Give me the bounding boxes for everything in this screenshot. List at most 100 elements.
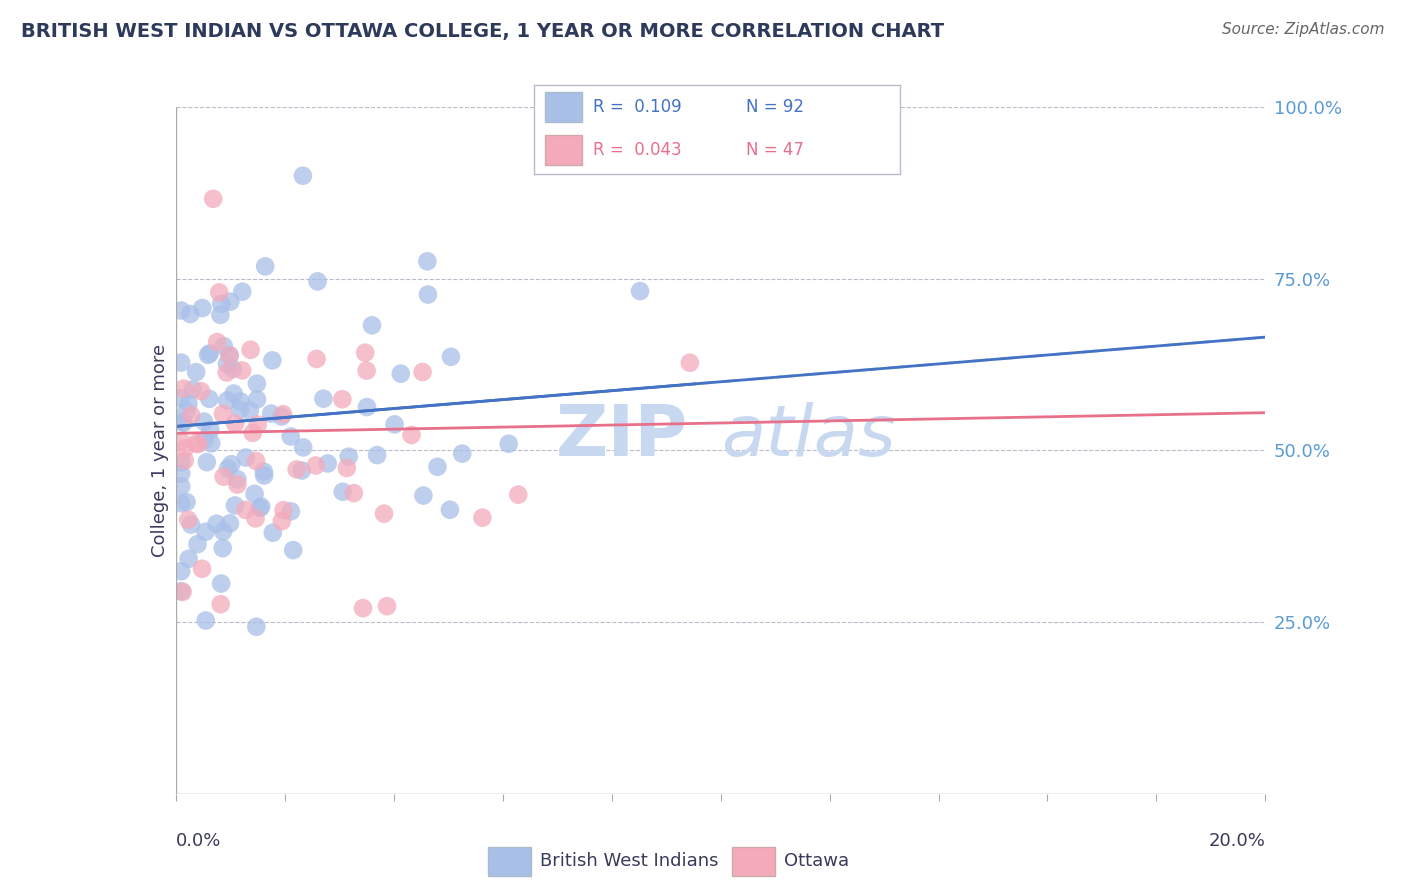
Point [170, 391, 193, 405]
Point [174, 442, 197, 456]
FancyBboxPatch shape [546, 92, 582, 122]
Point [170, 355, 193, 369]
Point [285, 462, 308, 476]
Text: R =  0.109: R = 0.109 [593, 98, 682, 116]
Point [235, 503, 257, 517]
Point [219, 516, 242, 531]
Point [246, 376, 269, 391]
Point [246, 417, 269, 432]
Point [219, 294, 242, 309]
Point [498, 437, 520, 451]
Point [222, 386, 245, 401]
Point [451, 447, 474, 461]
Text: N = 92: N = 92 [747, 98, 804, 116]
Point [235, 450, 257, 465]
Point [439, 502, 461, 516]
Point [343, 486, 366, 500]
Point [242, 425, 264, 440]
Point [229, 402, 252, 417]
Point [198, 392, 221, 406]
Point [224, 499, 246, 513]
Point [179, 307, 201, 321]
Point [412, 489, 434, 503]
Point [250, 500, 273, 514]
Point [361, 318, 384, 333]
Point [416, 254, 439, 268]
Point [170, 479, 193, 493]
Point [336, 461, 359, 475]
Point [218, 348, 240, 362]
Point [215, 357, 238, 371]
Text: ZIP: ZIP [555, 402, 688, 471]
Point [211, 541, 233, 556]
Point [194, 524, 217, 539]
Point [239, 343, 262, 357]
Text: atlas: atlas [721, 402, 896, 471]
Point [186, 537, 208, 551]
Point [177, 551, 200, 566]
Point [352, 601, 374, 615]
Point [202, 192, 225, 206]
Text: 0.0%: 0.0% [176, 831, 221, 850]
Point [262, 353, 284, 368]
Point [218, 348, 240, 362]
Point [375, 599, 398, 614]
Point [180, 517, 202, 532]
Point [170, 467, 193, 481]
Point [224, 417, 246, 431]
Point [283, 543, 305, 558]
Point [416, 287, 439, 301]
Point [239, 403, 262, 417]
Point [208, 285, 231, 300]
Point [191, 562, 214, 576]
Point [337, 450, 360, 464]
Point [212, 339, 235, 353]
Point [195, 455, 218, 469]
Point [212, 469, 235, 483]
Point [270, 514, 292, 528]
Point [280, 429, 302, 443]
Point [260, 407, 283, 421]
Point [209, 576, 232, 591]
Point [440, 350, 463, 364]
Point [200, 436, 222, 450]
Y-axis label: College, 1 year or more: College, 1 year or more [150, 344, 169, 557]
Point [307, 274, 329, 288]
Point [174, 404, 197, 418]
Point [197, 348, 219, 362]
Point [217, 393, 239, 408]
Text: N = 47: N = 47 [747, 141, 804, 159]
Point [170, 584, 193, 599]
Point [173, 453, 195, 467]
Point [186, 436, 208, 450]
Point [212, 407, 235, 421]
Point [356, 363, 378, 377]
Point [401, 428, 423, 442]
Point [254, 260, 277, 274]
Text: Ottawa: Ottawa [785, 852, 849, 870]
Point [229, 394, 252, 409]
Point [180, 409, 202, 423]
Point [181, 383, 204, 397]
Point [172, 415, 194, 429]
Point [280, 504, 302, 518]
Point [217, 461, 239, 475]
Point [194, 433, 217, 447]
Point [426, 459, 449, 474]
Point [226, 472, 249, 486]
Point [245, 511, 267, 525]
Point [366, 448, 388, 462]
Point [212, 524, 235, 539]
Point [205, 334, 228, 349]
Point [330, 392, 353, 407]
Point [679, 356, 702, 370]
Point [231, 285, 253, 299]
Point [356, 400, 378, 414]
Point [305, 458, 328, 473]
Point [249, 500, 271, 515]
Point [172, 585, 194, 599]
Point [316, 457, 339, 471]
Point [177, 397, 200, 411]
Point [215, 366, 238, 380]
Point [170, 496, 193, 510]
